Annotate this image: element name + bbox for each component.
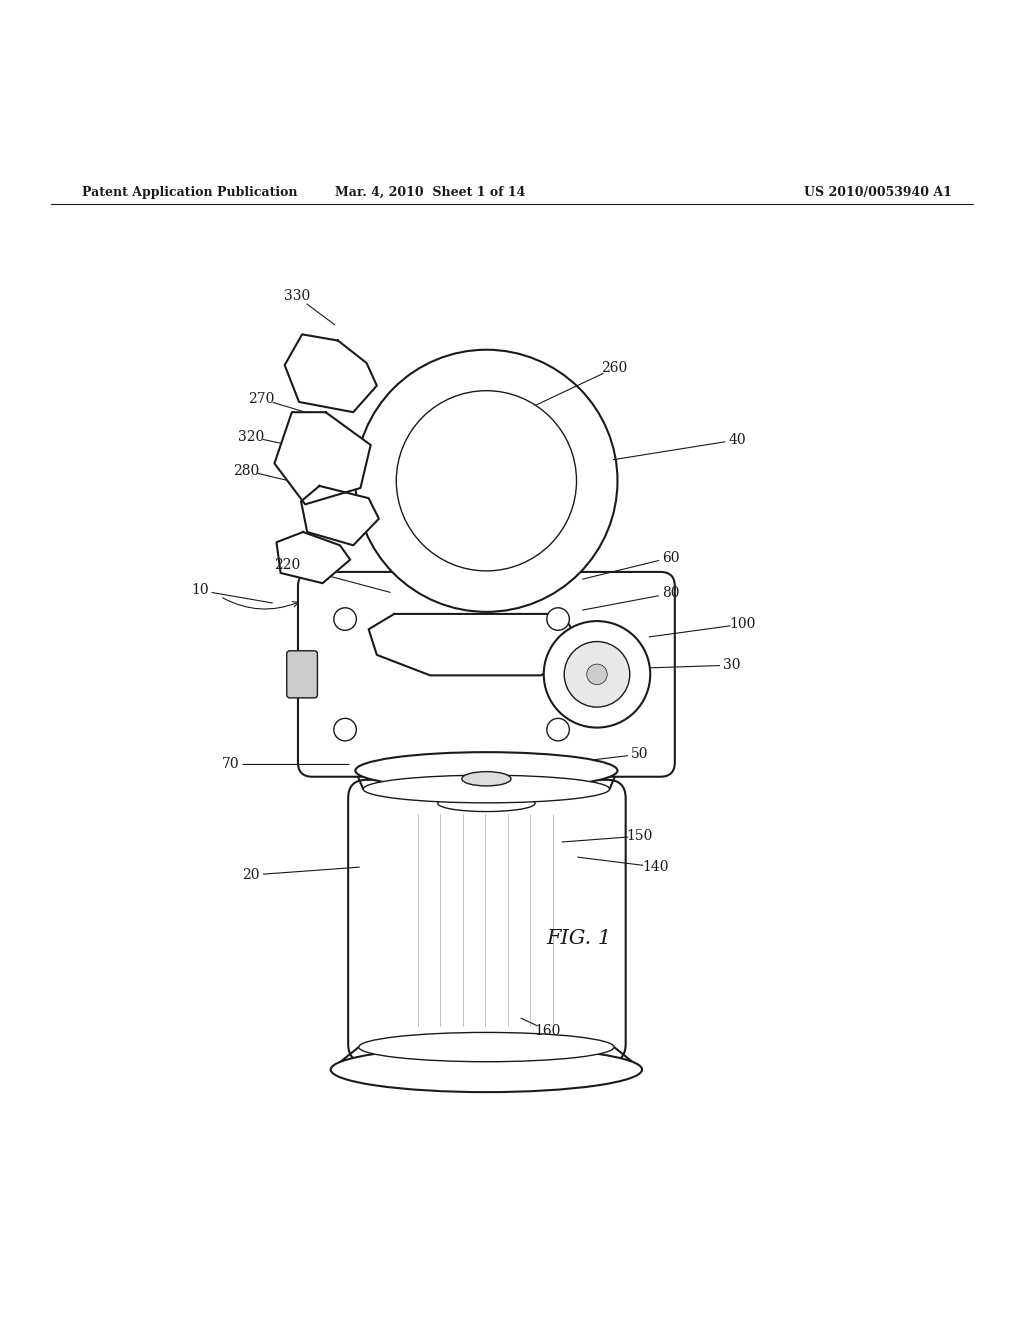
FancyBboxPatch shape xyxy=(287,651,317,698)
Circle shape xyxy=(544,622,650,727)
Text: 20: 20 xyxy=(242,869,260,882)
Circle shape xyxy=(334,607,356,631)
Ellipse shape xyxy=(441,783,531,800)
Text: Patent Application Publication: Patent Application Publication xyxy=(82,186,297,199)
Ellipse shape xyxy=(364,775,609,803)
Ellipse shape xyxy=(355,752,617,789)
Text: US 2010/0053940 A1: US 2010/0053940 A1 xyxy=(805,186,952,199)
Circle shape xyxy=(355,350,617,612)
Circle shape xyxy=(547,607,569,631)
Ellipse shape xyxy=(358,1032,614,1061)
Text: 260: 260 xyxy=(601,362,628,375)
Circle shape xyxy=(564,642,630,708)
Circle shape xyxy=(396,391,577,572)
Ellipse shape xyxy=(462,772,511,785)
Text: 30: 30 xyxy=(723,659,741,672)
Text: 40: 40 xyxy=(728,433,746,447)
Text: 60: 60 xyxy=(662,550,680,565)
Text: 50: 50 xyxy=(631,747,649,762)
Text: 100: 100 xyxy=(729,618,756,631)
Circle shape xyxy=(587,664,607,685)
Circle shape xyxy=(547,718,569,741)
Text: 140: 140 xyxy=(642,859,669,874)
Polygon shape xyxy=(301,486,379,545)
Text: 70: 70 xyxy=(221,758,240,771)
Ellipse shape xyxy=(331,1047,642,1092)
Polygon shape xyxy=(369,614,586,676)
Polygon shape xyxy=(276,532,350,583)
Ellipse shape xyxy=(438,795,535,812)
Text: 80: 80 xyxy=(662,586,680,601)
Text: 160: 160 xyxy=(535,1024,561,1038)
FancyBboxPatch shape xyxy=(298,572,675,776)
Circle shape xyxy=(334,718,356,741)
FancyBboxPatch shape xyxy=(348,780,626,1063)
Text: FIG. 1: FIG. 1 xyxy=(546,929,611,948)
Polygon shape xyxy=(285,334,377,412)
Polygon shape xyxy=(274,412,371,504)
Text: 10: 10 xyxy=(190,583,209,598)
Text: 280: 280 xyxy=(232,463,259,478)
Text: 320: 320 xyxy=(238,430,264,444)
Text: 150: 150 xyxy=(627,829,653,843)
Text: Mar. 4, 2010  Sheet 1 of 14: Mar. 4, 2010 Sheet 1 of 14 xyxy=(335,186,525,199)
Text: 330: 330 xyxy=(284,289,310,304)
Text: 220: 220 xyxy=(273,558,300,572)
Text: 270: 270 xyxy=(248,392,274,405)
